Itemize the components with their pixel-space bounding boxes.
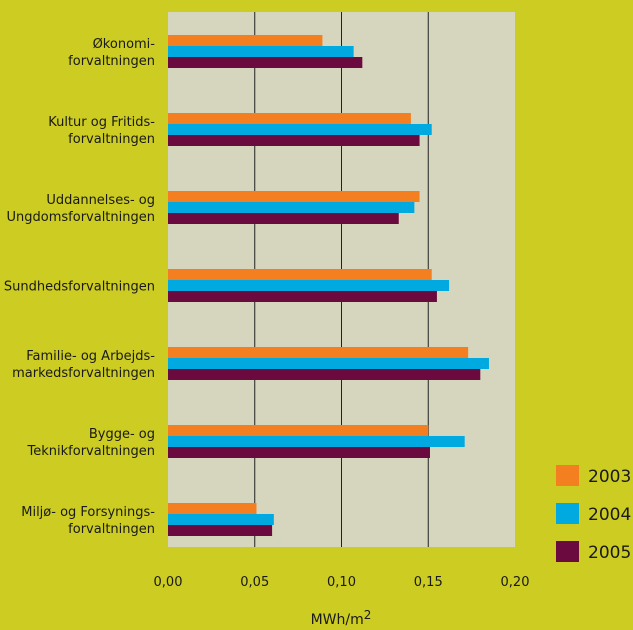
legend-label-2003: 2003 [588, 467, 631, 487]
bar-2004 [168, 124, 432, 135]
category-label: forvaltningen [68, 522, 155, 537]
category-label: Sundhedsforvaltningen [4, 280, 155, 295]
x-axis-title: MWh/m2 [311, 608, 372, 628]
bar-2004 [168, 514, 274, 525]
legend-swatch-2005 [556, 541, 579, 562]
category-label: Ungdomsforvaltningen [7, 210, 155, 225]
bar-2003 [168, 269, 432, 280]
category-label: Økonomi- [93, 37, 156, 52]
bar-2005 [168, 447, 430, 458]
bar-2003 [168, 347, 469, 358]
x-tick-label: 0,15 [414, 575, 443, 590]
legend-label-2005: 2005 [588, 543, 631, 563]
category-label: Bygge- og [89, 427, 155, 442]
legend-swatch-2004 [556, 503, 579, 524]
bar-2005 [168, 291, 437, 302]
x-tick-label: 0,00 [154, 575, 183, 590]
bar-2003 [168, 113, 411, 124]
bar-2005 [168, 57, 363, 68]
bar-2003 [168, 35, 323, 46]
category-label: Teknikforvaltningen [27, 444, 155, 459]
category-label: Familie- og Arbejds- [26, 349, 155, 364]
category-label: markedsforvaltningen [12, 366, 155, 381]
category-label: forvaltningen [68, 54, 155, 69]
bar-2004 [168, 358, 489, 369]
bar-2005 [168, 525, 273, 536]
bar-2003 [168, 425, 429, 436]
bar-2003 [168, 503, 257, 514]
legend-swatch-2003 [556, 465, 579, 486]
category-label: Miljø- og Forsynings- [21, 505, 155, 520]
bar-2004 [168, 436, 465, 447]
bar-2003 [168, 191, 420, 202]
bar-2004 [168, 280, 450, 291]
category-label: Kultur og Fritids- [48, 115, 155, 130]
x-tick-label: 0,20 [501, 575, 530, 590]
x-tick-label: 0,10 [327, 575, 356, 590]
category-label: forvaltningen [68, 132, 155, 147]
x-tick-label: 0,05 [240, 575, 269, 590]
bar-2005 [168, 135, 420, 146]
bar-2004 [168, 202, 415, 213]
bar-2005 [168, 213, 399, 224]
legend-label-2004: 2004 [588, 505, 631, 525]
category-label: Uddannelses- og [46, 193, 155, 208]
bar-2005 [168, 369, 481, 380]
bar-2004 [168, 46, 354, 57]
